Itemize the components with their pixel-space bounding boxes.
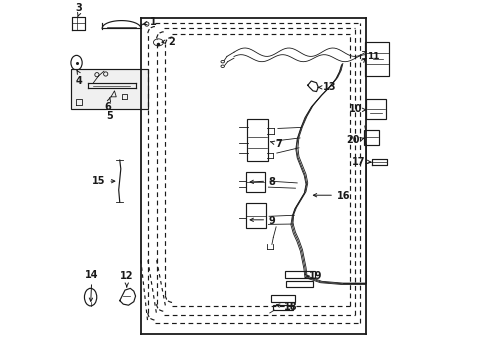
Text: 13: 13 — [322, 82, 335, 93]
Text: 19: 19 — [308, 271, 321, 281]
Text: 8: 8 — [268, 177, 275, 187]
Text: 9: 9 — [268, 216, 275, 226]
Text: 16: 16 — [336, 191, 349, 201]
Text: 12: 12 — [120, 271, 133, 281]
Text: 5: 5 — [105, 111, 112, 121]
Text: 2: 2 — [167, 37, 174, 47]
FancyBboxPatch shape — [70, 69, 147, 109]
Text: 20: 20 — [346, 135, 359, 145]
Text: 3: 3 — [75, 3, 82, 13]
Text: 10: 10 — [348, 104, 362, 114]
Text: 15: 15 — [92, 176, 105, 186]
Text: 14: 14 — [85, 270, 98, 280]
Text: 7: 7 — [275, 139, 282, 149]
Text: 11: 11 — [366, 52, 379, 61]
Text: 1: 1 — [149, 17, 156, 27]
Text: 17: 17 — [351, 157, 365, 167]
Text: 6: 6 — [104, 102, 111, 112]
Text: 18: 18 — [283, 302, 297, 312]
Text: 4: 4 — [75, 76, 82, 86]
